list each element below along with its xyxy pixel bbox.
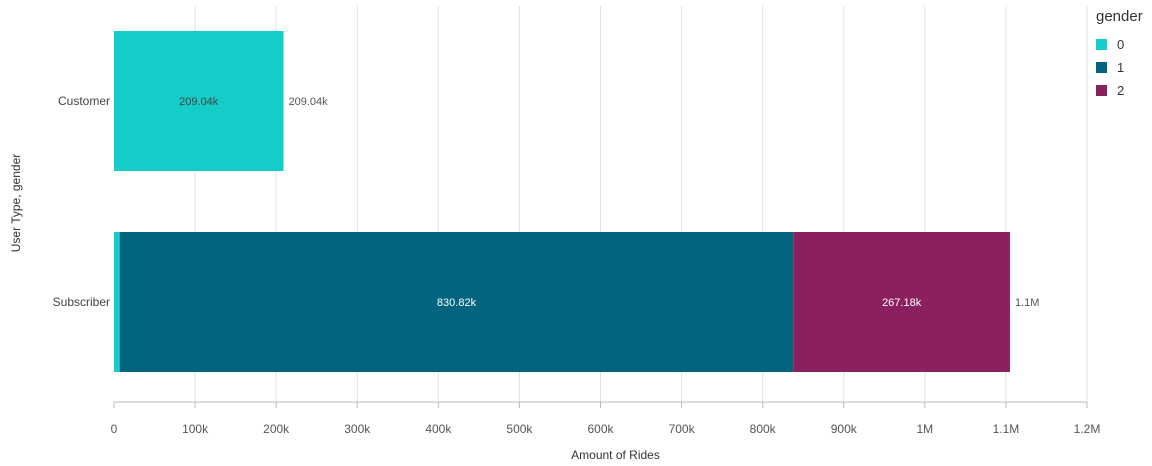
x-tick-label: 1.1M — [993, 422, 1020, 436]
total-label: 1.1M — [1015, 297, 1039, 309]
legend-title: gender — [1096, 8, 1143, 25]
x-tick-label: 1M — [916, 422, 933, 436]
legend-label: 0 — [1117, 37, 1125, 52]
total-label: 209.04k — [288, 96, 328, 108]
segment-label: 267.18k — [882, 297, 922, 309]
legend-items: 0 1 2 — [1096, 33, 1143, 102]
x-axis-ticks: 0 100k 200k 300k 400k 500k 600k 700k 800k 900k 1M 1… — [111, 402, 1101, 436]
bar-segment — [119, 232, 794, 372]
total-labels: 209.04k 1.1M — [288, 96, 1039, 309]
legend-item[interactable]: 1 — [1096, 56, 1143, 79]
y-category-label: Customer — [58, 94, 110, 108]
x-tick-label: 500k — [506, 422, 533, 436]
x-tick-label: 100k — [182, 422, 209, 436]
y-axis-title: User Type, gender — [9, 154, 23, 253]
legend-item[interactable]: 2 — [1096, 79, 1143, 102]
y-category-label: Subscriber — [53, 295, 110, 309]
x-tick-label: 800k — [750, 422, 777, 436]
segment-label: 209.04k — [179, 96, 219, 108]
x-tick-label: 600k — [587, 422, 614, 436]
x-tick-label: 700k — [669, 422, 696, 436]
bar-segment — [114, 31, 284, 171]
x-tick-label: 200k — [263, 422, 290, 436]
legend-swatch — [1096, 62, 1107, 73]
x-tick-label: 0 — [111, 422, 118, 436]
x-tick-label: 300k — [344, 422, 371, 436]
bar-segment — [114, 232, 120, 372]
legend: gender 0 1 2 — [1096, 8, 1143, 102]
y-axis-category-labels: Customer Subscriber — [53, 94, 110, 309]
segment-labels: 209.04k 830.82k 267.18k — [179, 96, 922, 309]
x-tick-label: 900k — [831, 422, 858, 436]
legend-swatch — [1096, 39, 1107, 50]
x-tick-label: 400k — [425, 422, 452, 436]
segment-label: 830.82k — [437, 297, 477, 309]
x-axis-title: Amount of Rides — [571, 448, 660, 462]
legend-item[interactable]: 0 — [1096, 33, 1143, 56]
legend-label: 2 — [1117, 83, 1125, 98]
legend-swatch — [1096, 85, 1107, 96]
x-tick-label: 1.2M — [1074, 422, 1101, 436]
bar-segment — [793, 232, 1010, 372]
bars — [114, 31, 1010, 372]
legend-label: 1 — [1117, 60, 1125, 75]
